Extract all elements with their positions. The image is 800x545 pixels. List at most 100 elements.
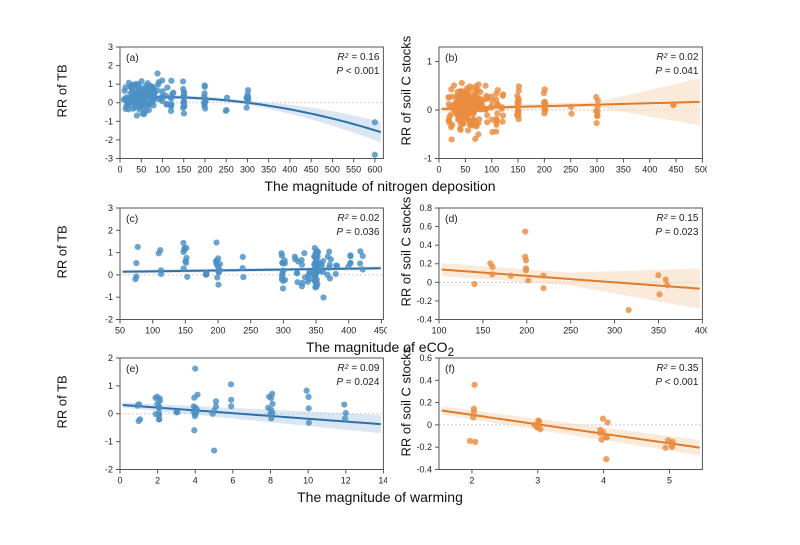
svg-text:-2: -2: [105, 135, 113, 145]
svg-text:(f): (f): [445, 364, 455, 375]
svg-text:200: 200: [537, 164, 552, 174]
svg-text:R2 = 0.02: R2 = 0.02: [337, 212, 379, 224]
svg-text:300: 300: [590, 164, 605, 174]
svg-text:-2: -2: [105, 465, 113, 475]
svg-text:P = 0.041: P = 0.041: [656, 66, 699, 77]
svg-text:0.4: 0.4: [420, 240, 433, 250]
svg-text:0: 0: [437, 164, 442, 174]
svg-text:200: 200: [210, 326, 225, 336]
svg-text:3: 3: [108, 203, 113, 213]
svg-text:(d): (d): [445, 214, 458, 225]
svg-text:450: 450: [303, 164, 318, 174]
svg-text:0: 0: [427, 105, 432, 115]
svg-text:200: 200: [197, 164, 212, 174]
svg-text:-3: -3: [105, 153, 113, 163]
svg-text:0: 0: [117, 164, 122, 174]
svg-text:R2 = 0.02: R2 = 0.02: [657, 51, 699, 63]
svg-text:400: 400: [341, 326, 356, 336]
svg-text:500: 500: [695, 164, 706, 174]
svg-text:P = 0.024: P = 0.024: [336, 377, 379, 388]
svg-text:(c): (c): [126, 214, 138, 225]
svg-text:P < 0.001: P < 0.001: [336, 66, 379, 77]
svg-text:-1: -1: [105, 437, 113, 447]
svg-text:8: 8: [268, 476, 273, 486]
svg-text:-1: -1: [105, 116, 113, 126]
svg-text:350: 350: [651, 326, 666, 336]
svg-text:300: 300: [275, 326, 290, 336]
svg-text:500: 500: [325, 164, 340, 174]
svg-text:100: 100: [432, 326, 447, 336]
svg-text:4: 4: [601, 476, 606, 486]
svg-text:0.2: 0.2: [420, 398, 433, 408]
svg-text:0.2: 0.2: [420, 259, 433, 269]
svg-text:10: 10: [303, 476, 313, 486]
svg-text:250: 250: [218, 164, 233, 174]
svg-text:50: 50: [461, 164, 471, 174]
svg-text:100: 100: [155, 164, 170, 174]
svg-text:350: 350: [261, 164, 276, 174]
svg-text:400: 400: [642, 164, 657, 174]
svg-text:-2: -2: [105, 315, 113, 325]
svg-text:R2 = 0.35: R2 = 0.35: [657, 362, 699, 374]
svg-text:250: 250: [563, 164, 578, 174]
svg-text:0: 0: [108, 98, 113, 108]
svg-text:2: 2: [470, 476, 475, 486]
svg-text:600: 600: [367, 164, 382, 174]
svg-text:P = 0.036: P = 0.036: [336, 227, 379, 238]
svg-text:400: 400: [282, 164, 297, 174]
svg-text:P = 0.023: P = 0.023: [656, 227, 699, 238]
svg-text:3: 3: [108, 42, 113, 52]
svg-text:-0.4: -0.4: [417, 315, 432, 325]
svg-text:0.6: 0.6: [420, 353, 433, 363]
svg-text:(b): (b): [445, 53, 458, 64]
svg-text:450: 450: [374, 326, 387, 336]
svg-text:300: 300: [607, 326, 622, 336]
svg-text:-0.2: -0.2: [417, 296, 432, 306]
svg-text:450: 450: [669, 164, 684, 174]
svg-text:350: 350: [616, 164, 631, 174]
svg-text:0.4: 0.4: [420, 376, 433, 386]
svg-text:2: 2: [108, 353, 113, 363]
svg-text:350: 350: [308, 326, 323, 336]
svg-text:(a): (a): [126, 53, 139, 64]
svg-text:0.6: 0.6: [420, 222, 433, 232]
svg-text:6: 6: [230, 476, 235, 486]
svg-text:-1: -1: [424, 153, 432, 163]
svg-text:1: 1: [427, 57, 432, 67]
svg-text:150: 150: [511, 164, 526, 174]
svg-text:550: 550: [346, 164, 361, 174]
svg-text:R2 = 0.15: R2 = 0.15: [657, 212, 699, 224]
svg-text:0: 0: [117, 476, 122, 486]
svg-text:0.8: 0.8: [420, 203, 433, 213]
svg-text:150: 150: [177, 326, 192, 336]
svg-text:0: 0: [108, 270, 113, 280]
svg-text:100: 100: [484, 164, 499, 174]
svg-text:1: 1: [108, 381, 113, 391]
svg-text:(e): (e): [126, 364, 139, 375]
svg-text:1: 1: [108, 248, 113, 258]
svg-text:0: 0: [108, 409, 113, 419]
svg-text:R2 = 0.16: R2 = 0.16: [337, 51, 379, 63]
svg-text:0: 0: [427, 420, 432, 430]
svg-text:2: 2: [108, 226, 113, 236]
svg-text:-0.2: -0.2: [417, 443, 432, 453]
svg-text:12: 12: [340, 476, 350, 486]
svg-text:100: 100: [145, 326, 160, 336]
svg-text:0: 0: [427, 278, 432, 288]
svg-text:1: 1: [108, 79, 113, 89]
svg-text:14: 14: [378, 476, 387, 486]
svg-text:P < 0.001: P < 0.001: [656, 377, 699, 388]
svg-text:250: 250: [243, 326, 258, 336]
svg-text:150: 150: [176, 164, 191, 174]
svg-text:-0.4: -0.4: [417, 465, 432, 475]
svg-text:200: 200: [519, 326, 534, 336]
svg-text:300: 300: [240, 164, 255, 174]
svg-text:2: 2: [108, 61, 113, 71]
svg-text:150: 150: [476, 326, 491, 336]
svg-text:-1: -1: [105, 292, 113, 302]
svg-text:R2 = 0.09: R2 = 0.09: [337, 362, 379, 374]
svg-text:2: 2: [155, 476, 160, 486]
svg-text:50: 50: [115, 326, 125, 336]
svg-text:3: 3: [535, 476, 540, 486]
svg-text:50: 50: [136, 164, 146, 174]
